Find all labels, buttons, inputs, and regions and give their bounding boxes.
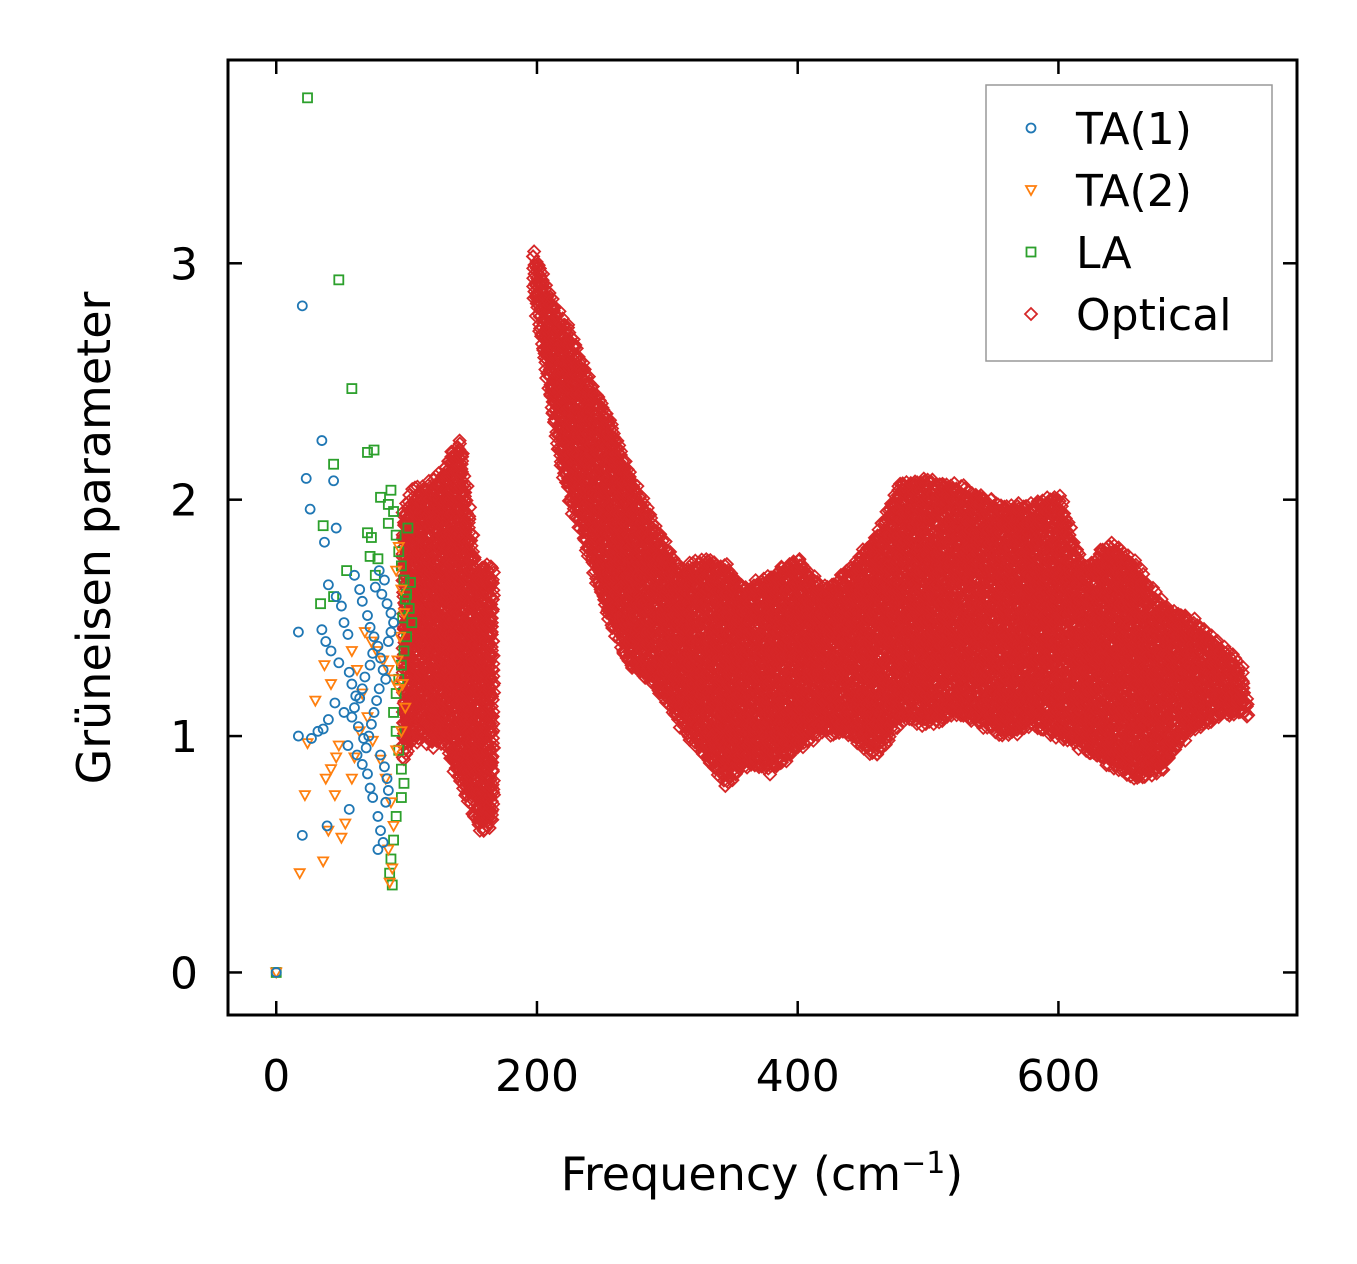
optical-point — [486, 565, 502, 580]
optical-point — [460, 478, 475, 494]
series-optical — [395, 244, 1256, 839]
optical-point — [552, 304, 567, 319]
optical-point — [477, 821, 492, 837]
optical-point — [467, 550, 482, 565]
optical-point — [467, 552, 482, 567]
series-layer — [269, 92, 1256, 980]
optical-point — [465, 527, 480, 543]
optical-point — [535, 266, 551, 282]
optical-point — [486, 582, 501, 598]
optical-point — [484, 560, 500, 576]
optical-point — [560, 317, 576, 333]
optical-point — [532, 261, 548, 276]
optical-point — [459, 493, 474, 508]
optical-point — [462, 500, 478, 515]
optical-point — [461, 509, 477, 524]
optical-point — [486, 656, 501, 672]
optical-point — [457, 534, 472, 549]
optical-point — [454, 464, 470, 480]
optical-point — [482, 820, 497, 836]
optical-point — [485, 634, 501, 649]
optical-point — [486, 685, 502, 700]
optical-point — [484, 689, 500, 704]
optical-point — [565, 338, 580, 354]
optical-point — [486, 669, 501, 684]
optical-point — [485, 716, 501, 732]
optical-point — [485, 603, 500, 619]
optical-point — [485, 572, 501, 587]
optical-point — [542, 285, 557, 301]
optical-point — [485, 723, 501, 739]
optical-point — [484, 610, 500, 626]
optical-point — [485, 749, 500, 764]
optical-point — [486, 773, 502, 788]
optical-point — [484, 627, 500, 642]
optical-point — [457, 476, 472, 491]
optical-point — [484, 699, 500, 714]
optical-point — [452, 433, 467, 448]
optical-point — [485, 762, 501, 778]
optical-point — [529, 254, 544, 270]
optical-point — [455, 446, 470, 461]
optical-point — [461, 533, 476, 549]
